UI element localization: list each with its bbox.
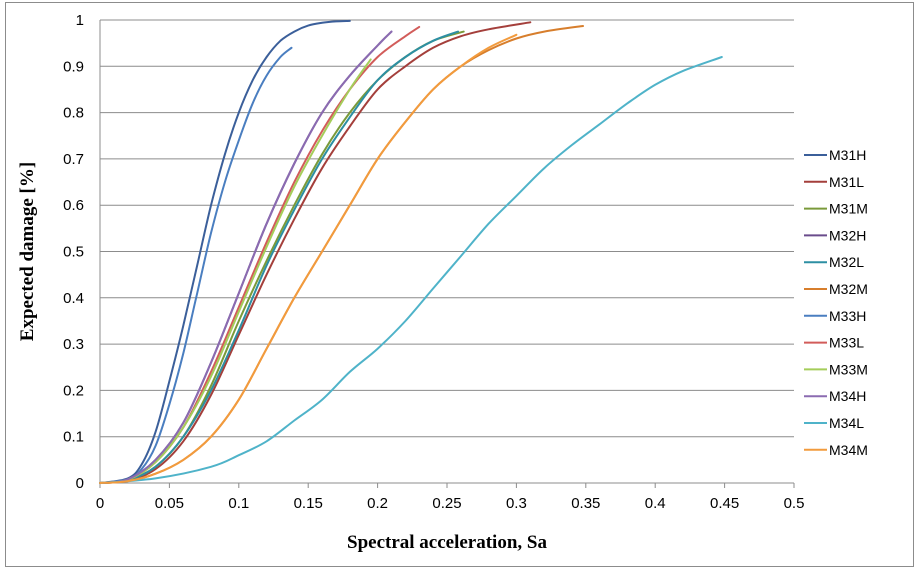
x-tick-label: 0.25 xyxy=(432,495,461,512)
series-line-m32l xyxy=(99,30,460,484)
y-tick-label: 0.8 xyxy=(63,105,84,122)
x-tick-label: 0.35 xyxy=(571,495,600,512)
series-line-m31h xyxy=(99,19,351,484)
legend-item: M31M xyxy=(804,201,868,217)
y-tick-label: 0.7 xyxy=(63,151,84,168)
legend-label: M32H xyxy=(829,227,866,243)
legend-label: M34H xyxy=(829,388,866,404)
legend-item: M33H xyxy=(804,308,866,324)
legend-item: M31L xyxy=(804,174,864,190)
legend-label: M33M xyxy=(829,361,868,377)
y-tick-label: 0.9 xyxy=(63,58,84,75)
x-tick-label: 0.05 xyxy=(155,495,184,512)
y-tick-label: 0.1 xyxy=(63,429,84,446)
legend-item: M34L xyxy=(804,415,864,431)
legend-label: M32L xyxy=(829,254,864,270)
legend-label: M31M xyxy=(829,201,868,217)
x-tick-label: 0.45 xyxy=(710,495,739,512)
legend-label: M32M xyxy=(829,281,868,297)
legend-item: M33L xyxy=(804,335,864,351)
series-line-m33m xyxy=(99,58,372,484)
series-lines xyxy=(99,19,723,484)
series-line-m34m xyxy=(99,33,518,484)
y-tick-label: 0.4 xyxy=(63,290,84,307)
y-tick-label: 0.6 xyxy=(63,197,84,214)
y-tick-label: 0.2 xyxy=(63,382,84,399)
legend-label: M31H xyxy=(829,147,866,163)
legend-label: M33L xyxy=(829,335,864,351)
series-line-m34h xyxy=(99,30,393,484)
series-line-m31l xyxy=(99,21,532,484)
series-line-m31m xyxy=(99,30,465,484)
x-tick-label: 0 xyxy=(96,495,104,512)
tick-labels: 0 0.1 0.2 0.3 0.4 0.5 0.6 0.7 0.8 0.9 1 0 0.05 0.1 0.1… xyxy=(63,12,804,512)
legend-item: M33M xyxy=(804,361,868,377)
gridlines xyxy=(100,19,794,438)
legend-item: M34H xyxy=(804,388,866,404)
series-line-m32h xyxy=(99,30,393,484)
y-tick-label: 1 xyxy=(76,12,84,29)
legend-label: M34L xyxy=(829,415,864,431)
legend-label: M31L xyxy=(829,174,864,190)
legend-item: M32H xyxy=(804,227,866,243)
x-tick-label: 0.15 xyxy=(294,495,323,512)
legend-item: M34M xyxy=(804,442,868,458)
legend-label: M34M xyxy=(829,442,868,458)
y-tick-label: 0.3 xyxy=(63,336,84,353)
legend-item: M32M xyxy=(804,281,868,297)
x-tick-label: 0.4 xyxy=(645,495,666,512)
x-tick-label: 0.5 xyxy=(784,495,805,512)
y-tick-label: 0 xyxy=(76,475,84,492)
y-tick-label: 0.5 xyxy=(63,244,84,261)
legend-label: M33H xyxy=(829,308,866,324)
axes xyxy=(99,20,795,488)
legend-item: M31H xyxy=(804,147,866,163)
x-tick-label: 0.2 xyxy=(367,495,388,512)
y-axis-title: Expected damage [%] xyxy=(17,162,38,341)
x-tick-label: 0.3 xyxy=(506,495,527,512)
legend: M31H M31L M31M M32H M32L M32M M33H M33L M33M M34H… xyxy=(804,147,868,458)
series-line-m34l xyxy=(99,56,723,484)
x-tick-label: 0.1 xyxy=(228,495,249,512)
series-line-m32m xyxy=(99,25,584,484)
x-axis-title: Spectral acceleration, Sa xyxy=(347,532,547,553)
series-line-m33h xyxy=(99,46,293,484)
legend-item: M32L xyxy=(804,254,864,270)
